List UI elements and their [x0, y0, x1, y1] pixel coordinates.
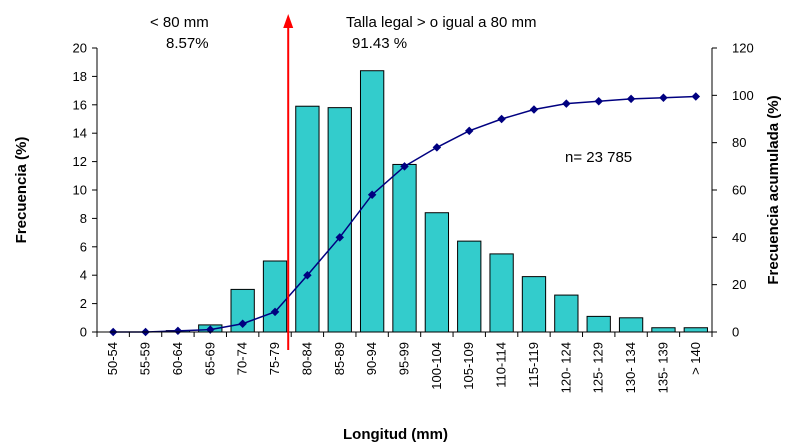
y-tick-label: 0 — [80, 325, 87, 340]
x-tick-label: 135- 139 — [655, 342, 670, 393]
x-tick-label: 100-104 — [429, 342, 444, 390]
bar — [586, 315, 611, 333]
x-tick-label: 85-89 — [332, 342, 347, 375]
y2-axis-title: Frecuencia acumulada (%) — [765, 95, 782, 284]
cumulative-point — [659, 93, 668, 102]
cumulative-point — [594, 97, 603, 106]
bar — [327, 107, 352, 333]
x-tick-label: 75-79 — [267, 342, 282, 375]
cumulative-point — [529, 105, 539, 114]
cumulative-point — [270, 307, 280, 317]
cumulative-point — [497, 114, 506, 124]
y-tick-label: 16 — [73, 97, 87, 112]
cumulative-point — [400, 162, 409, 171]
bar — [554, 294, 579, 333]
cumulative-point — [335, 233, 345, 242]
bar-series — [165, 70, 708, 333]
x-tick-label: 60-64 — [170, 342, 185, 375]
bar — [651, 327, 676, 333]
y-tick-label: 2 — [80, 296, 87, 311]
y-tick-label: 20 — [73, 41, 87, 56]
bar — [424, 212, 450, 333]
x-tick-label: 50-54 — [105, 342, 120, 375]
cumulative-point — [303, 270, 312, 280]
y2-tick-label: 120 — [732, 41, 754, 56]
x-tick-label: 65-69 — [202, 342, 217, 375]
annotation-under-80-value: 8.57% — [166, 35, 209, 52]
x-tick-label: 115-119 — [526, 342, 541, 388]
bar — [295, 105, 320, 333]
x-tick-label: 110-114 — [494, 342, 509, 388]
y2-tick-label: 20 — [732, 277, 746, 292]
bar — [262, 260, 288, 333]
axes: 0 2 4 6 8 10 12 14 16 18 20 0 20 40 60 80 100 120 50-54 55-… — [73, 41, 754, 394]
x-tick-label: 70-74 — [235, 342, 250, 375]
x-tick-label: 90-94 — [364, 342, 379, 375]
cumulative-point — [173, 326, 183, 336]
y-tick-label: 4 — [80, 268, 87, 283]
y2-tick-label: 0 — [732, 325, 739, 340]
y-tick-label: 14 — [73, 126, 87, 141]
bar — [359, 70, 385, 333]
y2-tick-label: 40 — [732, 230, 746, 245]
y-tick-label: 18 — [73, 69, 87, 84]
annotation-legal-size-value: 91.43 % — [352, 35, 407, 52]
y-tick-label: 10 — [73, 183, 87, 198]
x-tick-label: > 140 — [688, 342, 703, 375]
bar — [392, 163, 417, 333]
cumulative-point — [562, 99, 571, 108]
annotation-legal-size-label: Talla legal > o igual a 80 mm — [346, 14, 537, 31]
bar — [618, 317, 644, 333]
y2-tick-label: 60 — [732, 183, 746, 198]
y-tick-label: 12 — [73, 154, 87, 169]
cumulative-point — [238, 319, 247, 328]
y-tick-label: 6 — [80, 239, 87, 254]
y2-tick-label: 80 — [732, 135, 746, 150]
cumulative-point — [367, 190, 377, 199]
x-tick-label: 55-59 — [138, 342, 153, 375]
marker-arrowhead — [283, 14, 294, 28]
bar — [521, 276, 547, 333]
sample-size-label: n= 23 785 — [565, 149, 632, 166]
cumulative-point — [464, 126, 474, 136]
cumulative-point — [691, 92, 701, 101]
bar — [457, 240, 482, 333]
y-tick-label: 8 — [80, 211, 87, 226]
cumulative-point — [626, 94, 636, 104]
bar — [489, 253, 514, 333]
x-tick-label: 125- 129 — [591, 342, 606, 393]
y-axis-title: Frecuencia (%) — [13, 137, 30, 244]
y2-tick-label: 100 — [732, 88, 754, 103]
legal-size-marker — [283, 14, 294, 350]
x-tick-label: 95-99 — [397, 342, 412, 375]
x-axis-title: Longitud (mm) — [343, 426, 448, 443]
annotation-under-80-label: < 80 mm — [150, 14, 209, 31]
cumulative-point — [432, 143, 442, 152]
x-tick-label: 105-109 — [461, 342, 476, 390]
bar — [683, 327, 708, 333]
x-tick-label: 120- 124 — [558, 342, 573, 393]
x-tick-label: 80-84 — [299, 342, 314, 375]
x-tick-label: 130- 134 — [623, 342, 638, 393]
